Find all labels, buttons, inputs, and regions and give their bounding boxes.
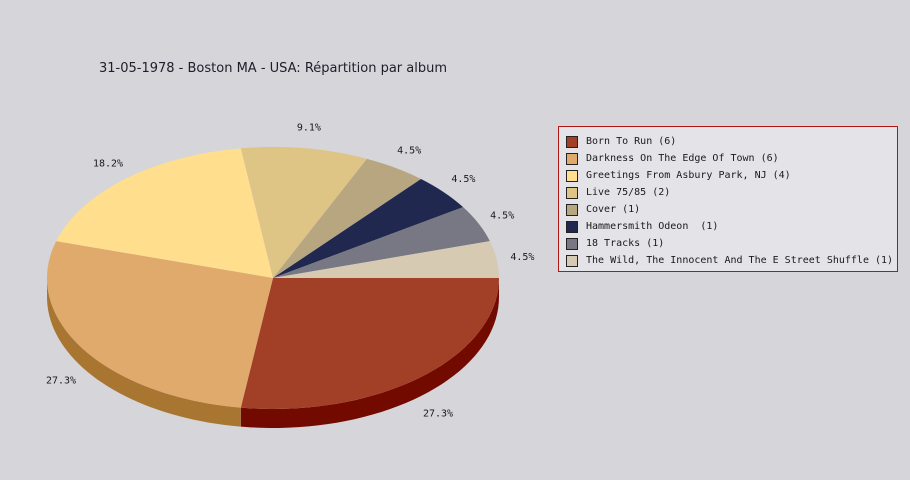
pie-percent-label-6: 4.5% — [490, 210, 514, 221]
legend-label: Greetings From Asbury Park, NJ (4) — [586, 170, 791, 181]
legend-swatch — [566, 237, 578, 250]
pie-slice-4 — [273, 158, 421, 278]
legend-label: Cover (1) — [586, 204, 641, 215]
legend-item-5: Hammersmith Odeon (1) — [559, 218, 897, 235]
legend-swatch — [566, 203, 578, 216]
pie-percent-label-1: 27.3% — [46, 376, 76, 387]
pie-percent-label-0: 27.3% — [423, 409, 453, 420]
pie-percent-label-2: 18.2% — [93, 158, 123, 169]
legend-swatch — [566, 135, 578, 148]
pie-percent-label-7: 4.5% — [510, 252, 534, 263]
pie-depth-sides — [47, 278, 499, 428]
pie-slice-2 — [56, 148, 274, 278]
chart-title: 31-05-1978 - Boston MA - USA: Répartitio… — [99, 61, 448, 76]
legend-label: 18 Tracks (1) — [586, 238, 665, 249]
legend-label: Darkness On The Edge Of Town (6) — [586, 153, 779, 164]
legend-swatch — [566, 186, 578, 199]
pie-slice-0 — [240, 278, 499, 410]
legend-label: Born To Run (6) — [586, 136, 677, 147]
legend-swatch — [566, 152, 578, 165]
chart-legend: Born To Run (6) Darkness On The Edge Of T… — [558, 126, 898, 272]
legend-swatch — [566, 254, 578, 267]
pie-side-1 — [47, 278, 241, 427]
pie-slice-7 — [273, 241, 499, 278]
pie-percent-labels: 27.3% 27.3% 18.2% 9.1% 4.5% 4.5% 4.5% 4.5% — [46, 123, 535, 420]
legend-item-6: 18 Tracks (1) — [559, 235, 897, 252]
pie-slice-1 — [46, 241, 273, 408]
legend-item-0: Born To Run (6) — [559, 133, 897, 150]
legend-label: Live 75/85 (2) — [586, 187, 671, 198]
pie-slice-5 — [273, 179, 464, 278]
pie-percent-label-5: 4.5% — [451, 174, 475, 185]
legend-item-3: Live 75/85 (2) — [559, 184, 897, 201]
legend-item-7: The Wild, The Innocent And The E Street … — [559, 252, 897, 269]
pie-side-0 — [240, 278, 499, 428]
pie-percent-label-3: 9.1% — [297, 123, 321, 134]
legend-label: The Wild, The Innocent And The E Street … — [586, 255, 894, 266]
legend-item-4: Cover (1) — [559, 201, 897, 218]
pie-percent-label-4: 4.5% — [397, 145, 421, 156]
legend-item-2: Greetings From Asbury Park, NJ (4) — [559, 167, 897, 184]
legend-swatch — [566, 220, 578, 233]
pie-slice-3 — [240, 146, 367, 278]
pie-slice-6 — [273, 207, 490, 278]
legend-item-1: Darkness On The Edge Of Town (6) — [559, 150, 897, 167]
pie-slices — [46, 146, 499, 410]
legend-label: Hammersmith Odeon (1) — [586, 221, 719, 232]
legend-swatch — [566, 169, 578, 182]
